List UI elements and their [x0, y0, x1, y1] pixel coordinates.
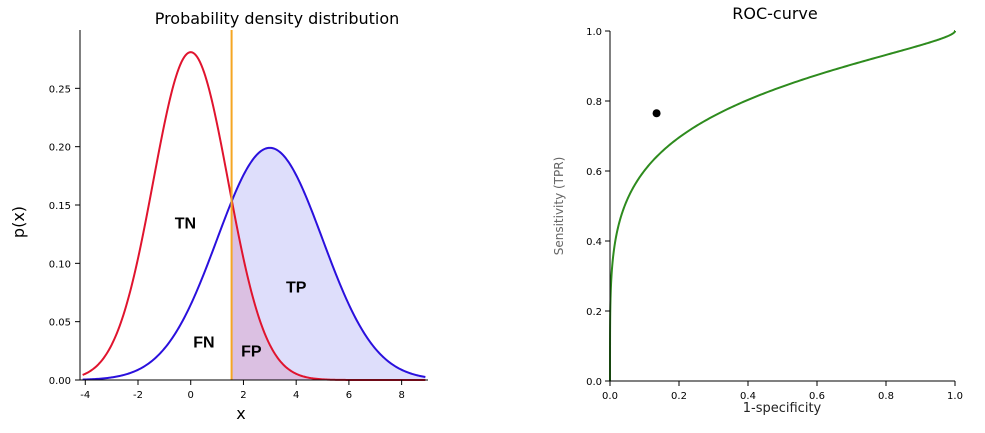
x-tick-label: 0.2 — [671, 391, 687, 402]
y-tick-label: 0.8 — [586, 97, 602, 108]
x-tick-label: 0.6 — [809, 391, 825, 402]
positive-class-curve — [82, 146, 426, 381]
region-label-fp: FP — [241, 344, 262, 361]
y-tick-label: 0.20 — [49, 143, 71, 154]
y-tick-label: 0.15 — [49, 201, 71, 212]
y-tick-label: 0.0 — [586, 377, 602, 388]
chart-title: Probability density distribution — [155, 9, 400, 28]
x-tick-label: 2 — [240, 390, 246, 401]
x-tick-label: 0.0 — [602, 391, 618, 402]
x-tick-label: -4 — [80, 390, 90, 401]
x-tick-label: 1.0 — [947, 391, 963, 402]
y-axis-label: p(x) — [9, 206, 28, 238]
y-tick-label: 0.6 — [586, 167, 602, 178]
region-label-fn: FN — [193, 334, 214, 351]
x-tick-label: -2 — [133, 390, 143, 401]
x-tick-label: 0.4 — [740, 391, 756, 402]
y-tick-label: 0.05 — [49, 318, 71, 329]
x-tick-label: 4 — [293, 390, 299, 401]
operating-point — [652, 109, 661, 118]
y-tick-label: 0.00 — [49, 376, 71, 387]
y-axis-label: Sensitivity (TPR) — [552, 157, 566, 256]
x-tick-label: 0.8 — [878, 391, 894, 402]
x-axis-label: 1-specificity — [743, 401, 822, 416]
x-tick-label: 8 — [398, 390, 404, 401]
x-tick-label: 0 — [188, 390, 194, 401]
region-label-tp: TP — [286, 280, 307, 297]
y-tick-label: 1.0 — [586, 27, 602, 38]
y-tick-label: 0.4 — [586, 237, 602, 248]
region-label-tn: TN — [175, 215, 196, 232]
roc-chart: 0.0 0.2 0.4 0.6 0.8 1.0 0.0 0.2 0.4 0.6 0.8 1.0 ROC-… — [552, 4, 963, 416]
y-tick-label: 0.25 — [49, 84, 71, 95]
x-tick-label: 6 — [346, 390, 352, 401]
pdf-chart: -4 -2 0 2 4 6 8 0.00 0.05 0.10 0.15 0.20 0.25 Probabi… — [9, 9, 428, 423]
fp-region — [231, 199, 426, 380]
chart-title: ROC-curve — [732, 4, 817, 23]
y-tick-label: 0.2 — [586, 307, 602, 318]
y-tick-label: 0.10 — [49, 259, 71, 270]
roc-curve — [609, 30, 956, 381]
x-axis-label: x — [236, 404, 245, 423]
tp-region — [231, 147, 426, 380]
